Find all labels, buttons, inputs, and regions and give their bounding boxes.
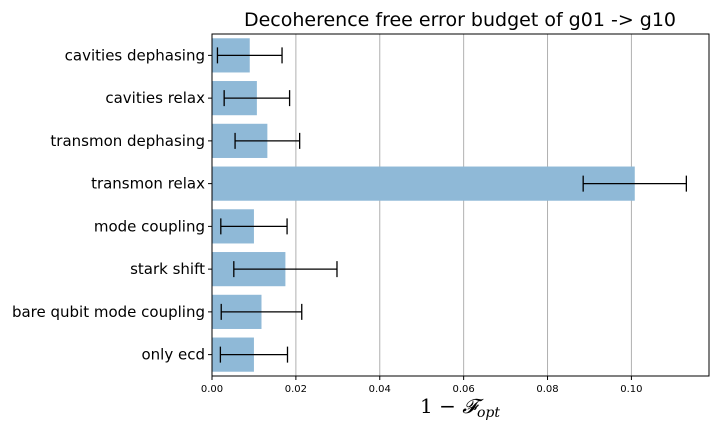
category-label: transmon dephasing — [50, 132, 205, 150]
x-tick-label: 0.08 — [536, 384, 558, 395]
plot-frame — [211, 33, 710, 377]
category-label: stark shift — [130, 260, 205, 278]
category-label: cavities dephasing — [65, 46, 205, 64]
x-tick-label: 0.04 — [369, 384, 391, 395]
x-gridlines — [211, 34, 632, 376]
error-bar — [234, 132, 301, 149]
bars — [212, 38, 635, 372]
error-bar — [582, 175, 688, 192]
error-bar — [219, 346, 289, 363]
error-bar — [216, 47, 283, 64]
x-axis-label-prefix: 1 − — [420, 394, 462, 418]
error-bar — [223, 90, 291, 107]
x-ticks: 0.00 0.02 0.04 0.06 0.08 0.10 — [201, 376, 643, 395]
category-label: transmon relax — [91, 175, 205, 193]
category-label: mode coupling — [94, 217, 205, 235]
error-bars — [216, 47, 688, 363]
x-tick-label: 0.02 — [285, 384, 307, 395]
category-label: bare qubit mode coupling — [12, 303, 205, 321]
error-bar — [220, 303, 303, 320]
x-tick-label: 0.00 — [201, 384, 223, 395]
x-tick-label: 0.10 — [620, 384, 642, 395]
x-axis-label-subscript: opt — [477, 405, 500, 421]
category-label: cavities relax — [105, 89, 205, 107]
error-bar — [220, 218, 288, 235]
x-tick-label: 0.06 — [453, 384, 475, 395]
bar — [212, 166, 635, 201]
chart-title: Decoherence free error budget of g01 -> … — [244, 9, 676, 31]
category-label: only ecd — [142, 346, 206, 364]
x-axis-label: 1 − 𝓕opt — [420, 394, 500, 421]
error-bar — [233, 261, 338, 278]
category-labels: cavities dephasing cavities relax transmon… — [12, 46, 212, 364]
